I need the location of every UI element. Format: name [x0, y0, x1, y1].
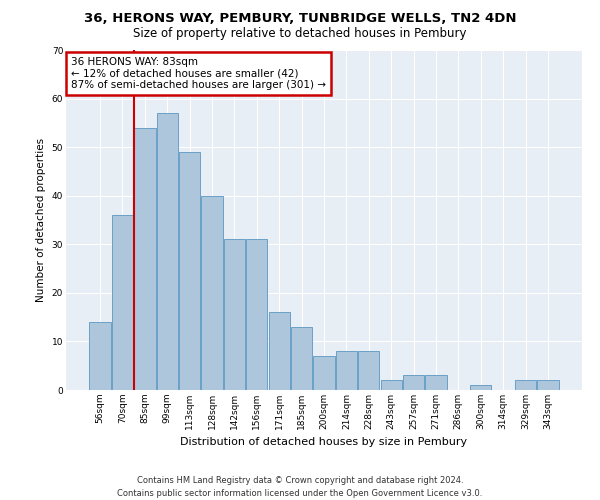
Bar — [202, 196, 223, 390]
Text: Size of property relative to detached houses in Pembury: Size of property relative to detached ho… — [133, 28, 467, 40]
Bar — [470, 385, 491, 390]
Bar — [291, 327, 312, 390]
Bar — [246, 240, 268, 390]
Bar — [358, 351, 379, 390]
Bar — [89, 322, 111, 390]
X-axis label: Distribution of detached houses by size in Pembury: Distribution of detached houses by size … — [181, 438, 467, 448]
Bar — [425, 376, 446, 390]
Bar — [112, 215, 133, 390]
Bar — [537, 380, 559, 390]
Text: 36 HERONS WAY: 83sqm
← 12% of detached houses are smaller (42)
87% of semi-detac: 36 HERONS WAY: 83sqm ← 12% of detached h… — [71, 57, 326, 90]
Bar — [380, 380, 402, 390]
Bar — [336, 351, 357, 390]
Y-axis label: Number of detached properties: Number of detached properties — [36, 138, 46, 302]
Bar — [157, 113, 178, 390]
Bar — [403, 376, 424, 390]
Bar — [515, 380, 536, 390]
Text: 36, HERONS WAY, PEMBURY, TUNBRIDGE WELLS, TN2 4DN: 36, HERONS WAY, PEMBURY, TUNBRIDGE WELLS… — [84, 12, 516, 26]
Bar — [179, 152, 200, 390]
Bar — [269, 312, 290, 390]
Bar — [224, 240, 245, 390]
Text: Contains HM Land Registry data © Crown copyright and database right 2024.
Contai: Contains HM Land Registry data © Crown c… — [118, 476, 482, 498]
Bar — [313, 356, 335, 390]
Bar — [134, 128, 155, 390]
